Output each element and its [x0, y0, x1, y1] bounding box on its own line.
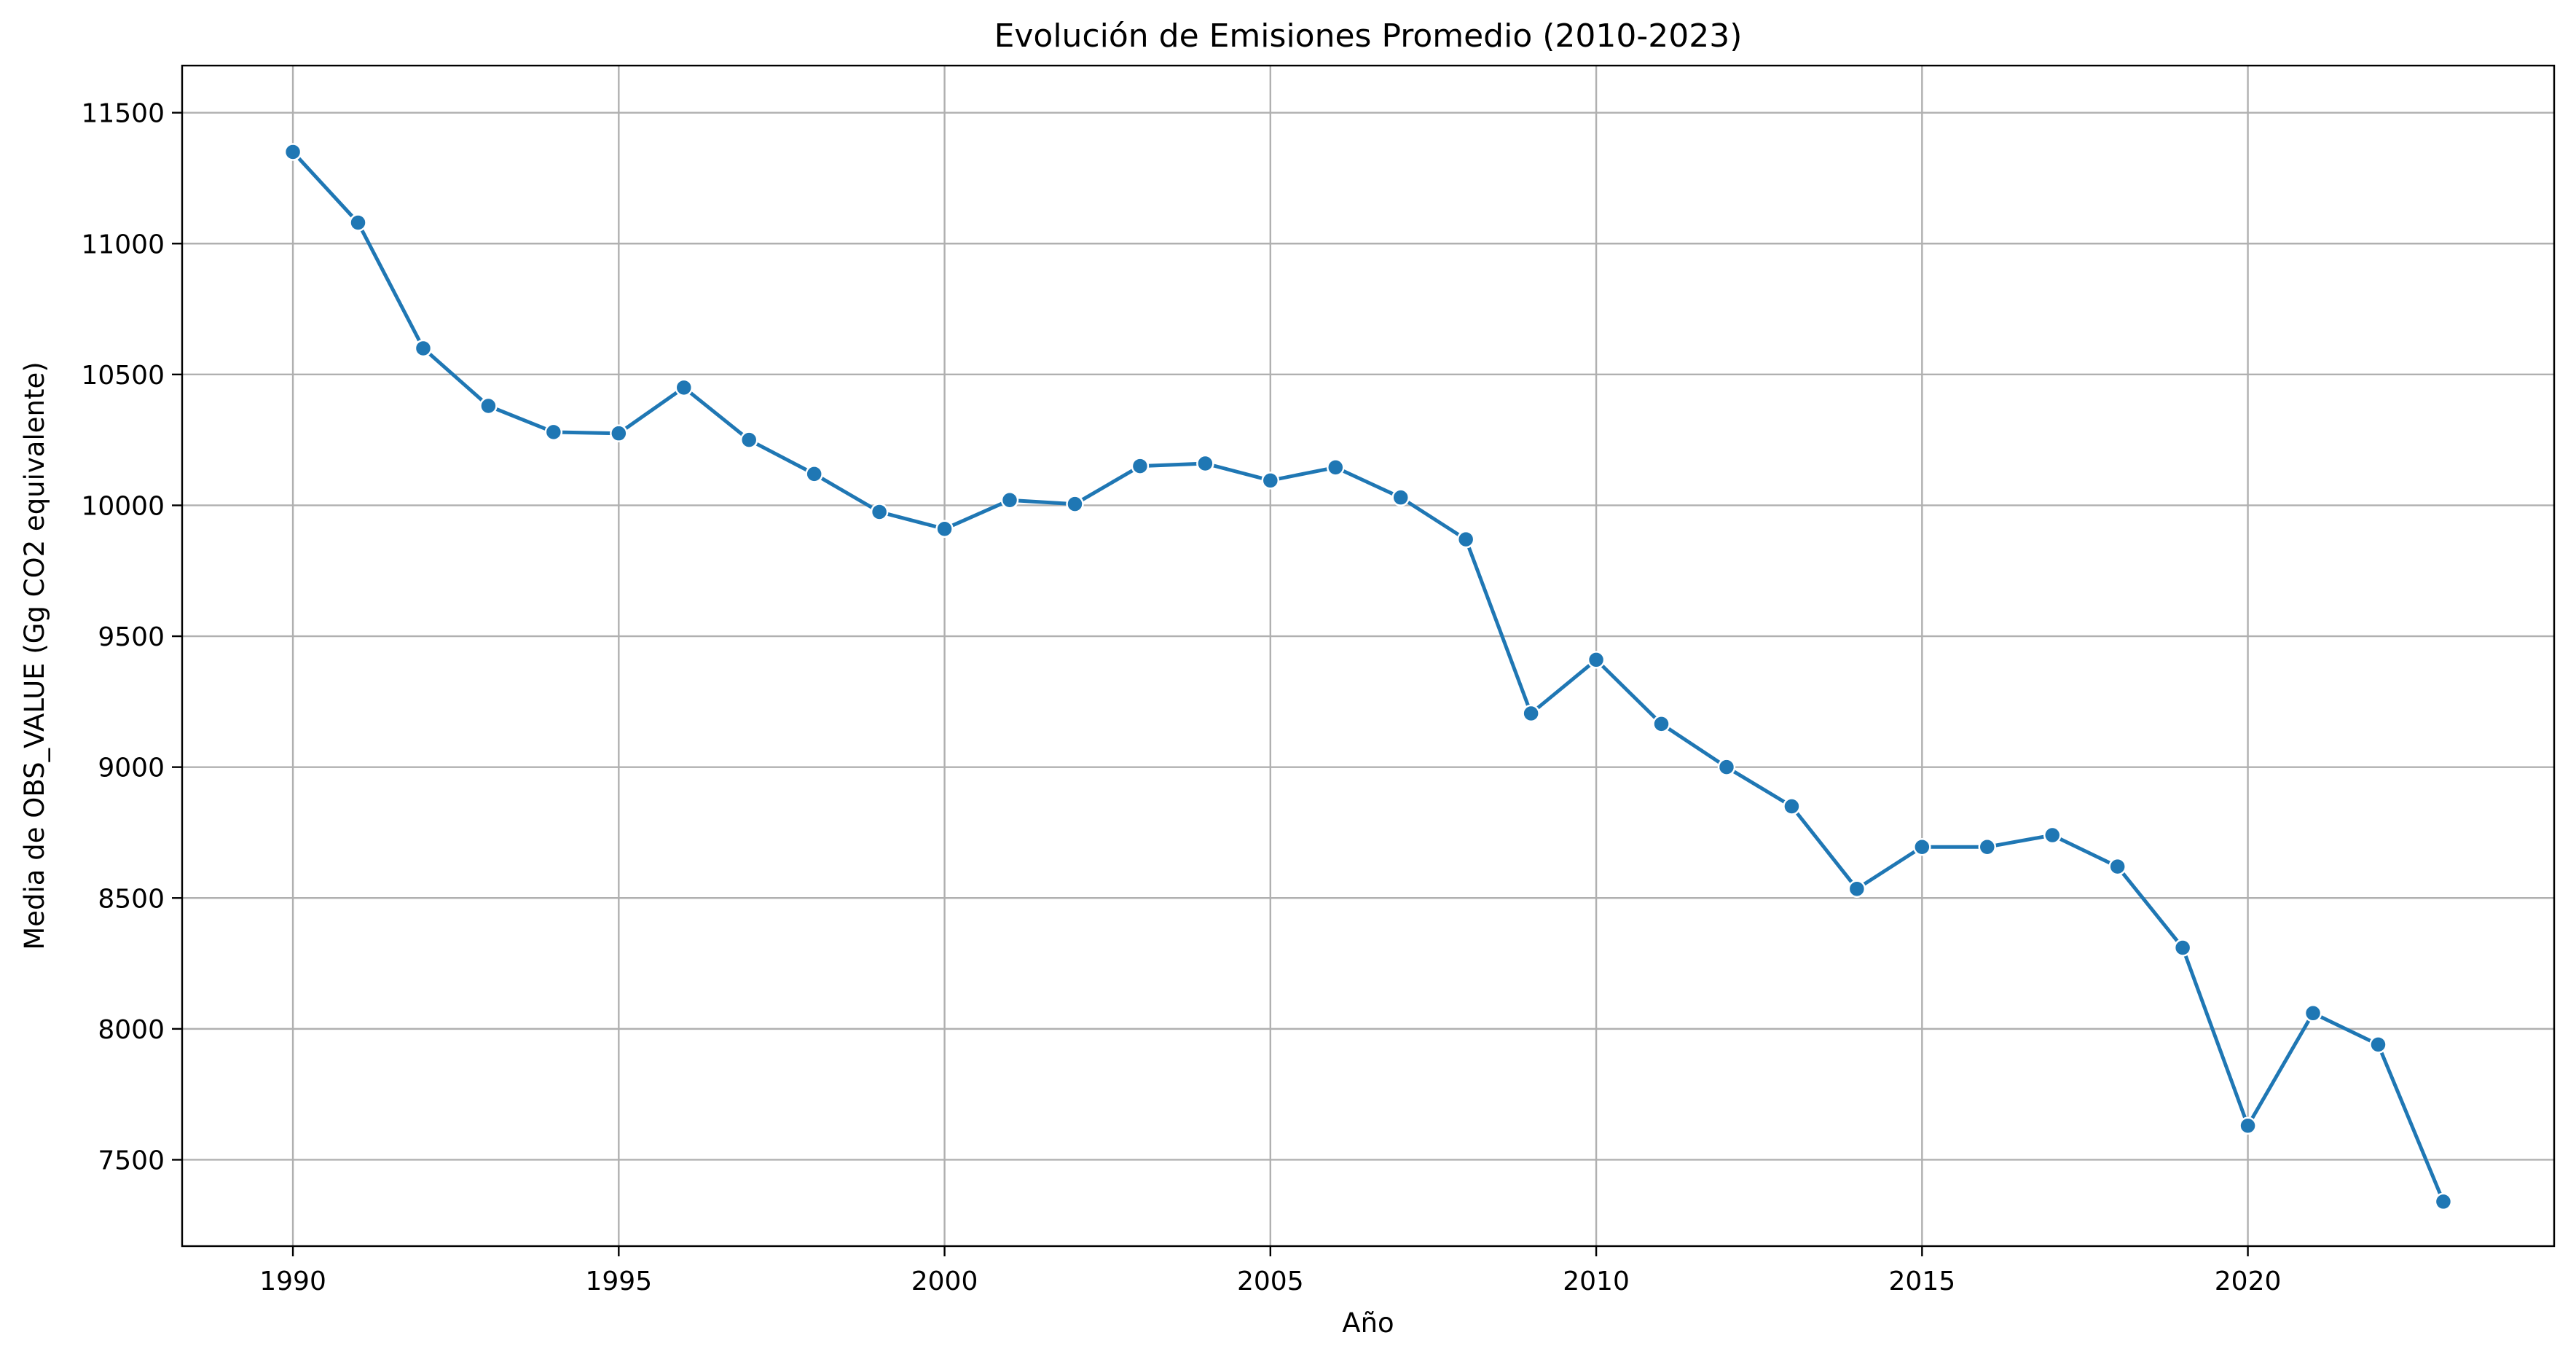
- data-point: [1587, 651, 1606, 669]
- y-tick-label: 8500: [98, 884, 165, 914]
- data-point: [479, 396, 498, 415]
- data-point: [1652, 715, 1670, 733]
- x-tick-label: 1995: [586, 1267, 653, 1296]
- data-point: [283, 143, 302, 161]
- data-point: [544, 423, 563, 442]
- data-point: [2239, 1116, 2257, 1135]
- y-tick-label: 10500: [81, 361, 165, 391]
- data-point: [805, 465, 823, 483]
- series-line-layer: [291, 150, 2446, 1202]
- data-point: [1522, 704, 1540, 723]
- data-point: [1261, 471, 1280, 490]
- y-tick-label: 9000: [98, 754, 165, 783]
- data-point: [2434, 1192, 2453, 1211]
- y-tick-label: 11500: [81, 99, 165, 129]
- y-tick-label: 10000: [81, 491, 165, 521]
- x-tick-label: 2005: [1237, 1267, 1304, 1296]
- y-axis-label: Media de OBS_VALUE (Gg CO2 equivalente): [19, 361, 50, 950]
- data-point: [1783, 797, 1801, 815]
- data-point: [870, 503, 889, 521]
- y-tick-label: 11000: [81, 230, 165, 259]
- data-point: [1131, 457, 1150, 475]
- y-tick-label: 9500: [98, 622, 165, 652]
- data-point: [349, 214, 367, 232]
- data-point: [1847, 880, 1866, 898]
- data-point: [935, 520, 954, 539]
- data-points: [283, 143, 2453, 1211]
- x-tick-label: 2020: [2215, 1267, 2282, 1296]
- data-point: [1717, 758, 1736, 776]
- axis-ticks: 1990 1995 2000 2005 2010 2015 2020 7500 8000 8500…: [81, 99, 2281, 1296]
- gridlines: [182, 66, 2554, 1246]
- plot-frame: [181, 64, 2556, 1248]
- data-point: [1000, 491, 1019, 509]
- data-point: [2304, 1004, 2322, 1022]
- data-point: [1327, 458, 1345, 477]
- chart-title: Evolución de Emisiones Promedio (2010-20…: [994, 17, 1743, 55]
- x-tick-label: 1990: [259, 1267, 326, 1296]
- y-tick-label: 8000: [98, 1015, 165, 1045]
- data-point: [2369, 1036, 2387, 1054]
- data-point: [2173, 939, 2192, 957]
- x-tick-label: 2000: [911, 1267, 978, 1296]
- data-point: [1196, 454, 1214, 473]
- y-tick-label: 7500: [98, 1146, 165, 1175]
- data-point: [675, 378, 694, 397]
- data-point: [1913, 837, 1931, 856]
- data-point: [1978, 837, 1997, 856]
- series-line: [291, 150, 2446, 1202]
- data-point: [414, 339, 433, 358]
- x-tick-label: 2010: [1563, 1267, 1630, 1296]
- data-point: [2108, 857, 2127, 876]
- data-point: [1456, 530, 1475, 549]
- x-tick-label: 2015: [1889, 1267, 1956, 1296]
- data-point: [739, 431, 758, 449]
- data-point: [1066, 495, 1084, 513]
- data-point: [1391, 488, 1410, 506]
- x-axis-label: Año: [1342, 1307, 1394, 1339]
- data-point: [610, 424, 628, 442]
- data-point: [2043, 826, 2062, 845]
